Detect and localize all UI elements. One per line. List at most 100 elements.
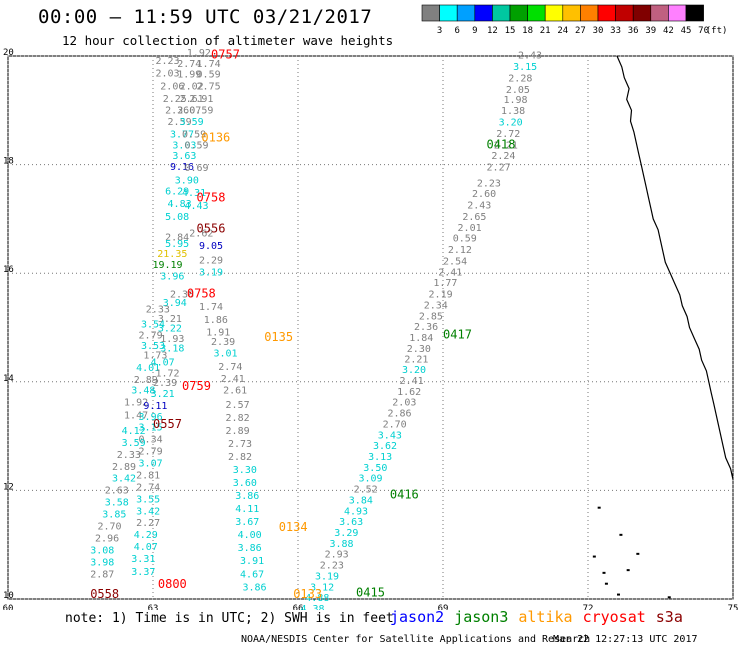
wave-height-value: 3.22 (158, 323, 182, 334)
pass-time-label: 0416 (390, 488, 419, 502)
wave-height-value: 2.29 (199, 255, 223, 266)
wave-height-value: 2.33 (117, 450, 141, 461)
wave-height-value: 4.07 (134, 542, 158, 553)
y-tick-label: 20 (3, 48, 14, 58)
color-scale-legend: 3 6 9 12 15 18 21 24 27 30 33 36 39 42 45 70(ft) (421, 4, 728, 36)
wave-height-value: 4.00 (238, 530, 262, 541)
y-tick-label: 16 (3, 265, 14, 275)
wave-height-value: 0.59 (453, 234, 477, 245)
wave-height-value: 2.03 (392, 398, 416, 409)
wave-height-value: 2.93 (325, 550, 349, 561)
wave-height-value: 2.43 (518, 51, 542, 62)
wave-height-value: 1.92 (187, 48, 211, 59)
satellite-legend-item: cryosat (582, 608, 646, 626)
wave-height-value: 1.84 (409, 333, 433, 344)
wave-height-value: 3.85 (102, 510, 126, 521)
legend-tick-label: 6 (454, 26, 459, 36)
wave-height-value: 3.29 (334, 528, 358, 539)
legend-tick-label: 12 (487, 26, 498, 36)
pass-time-label: 0415 (356, 585, 385, 599)
wave-height-value: 19.19 (152, 260, 182, 271)
legend-tick-label: 3 (437, 26, 442, 36)
pass-time-label: 0759 (182, 379, 211, 393)
wave-height-value: 4.43 (184, 201, 208, 212)
wave-height-value: 2.70 (383, 419, 407, 430)
map-frame (7, 55, 734, 600)
wave-height-value: 2.41 (438, 267, 462, 278)
legend-tick-label: 15 (505, 26, 516, 36)
wave-height-value: 4.29 (134, 530, 158, 541)
footer-credit: NOAA/NESDIS Center for Satellite Applica… (241, 634, 591, 645)
island (602, 571, 606, 574)
wave-height-value: 2.21 (404, 354, 428, 365)
wave-height-value: 2.30 (407, 344, 431, 355)
wave-height-value: 2.34 (424, 300, 448, 311)
legend-tick-label: 39 (645, 26, 656, 36)
island (667, 596, 671, 599)
wave-height-value: 2.74 (218, 362, 242, 373)
wave-height-value: 3.53 (141, 341, 165, 352)
wave-height-value: 2.41 (400, 376, 424, 387)
wave-height-value: 2.74 (136, 482, 160, 493)
wave-height-value: 2.33 (146, 304, 170, 315)
wave-height-value: 2.82 (228, 452, 252, 463)
wave-height-value: 2.25 (163, 94, 187, 105)
wave-height-value: 9.05 (199, 241, 223, 252)
wave-height-value: 2.87 (90, 569, 114, 580)
wave-height-value: 1.98 (503, 95, 527, 106)
wave-height-value: 3.15 (139, 423, 163, 434)
pass-time-label: 0418 (487, 137, 516, 151)
wave-height-value: 3.58 (105, 498, 129, 509)
wave-height-value: 2.89 (134, 375, 158, 386)
wave-height-value: 3.60 (233, 478, 257, 489)
wave-height-value: 4.38 (300, 604, 324, 610)
x-tick-label: 75 (728, 604, 739, 610)
wave-height-value: 2.91 (189, 94, 213, 105)
x-tick-label: 72 (583, 604, 594, 610)
pass-time-label: 0136 (201, 130, 230, 144)
wave-height-value: 3.19 (315, 571, 339, 582)
wave-height-value: 2.05 (506, 85, 530, 96)
wave-height-value: 1.99 (177, 70, 201, 81)
wave-height-value: 9.11 (143, 401, 167, 412)
wave-height-value: 2.84 (165, 233, 189, 244)
wave-height-value: 2.19 (429, 290, 453, 301)
x-tick-label: 66 (293, 604, 304, 610)
wave-height-value: 3.30 (233, 465, 257, 476)
legend-tick-label: 18 (522, 26, 533, 36)
satellite-legend-item: s3a (655, 608, 683, 626)
wave-height-value: 3.15 (513, 62, 537, 73)
pass-time-label: 0800 (158, 577, 187, 591)
wave-height-value: 3.96 (160, 272, 184, 283)
island (597, 506, 601, 509)
legend-tick-label: 9 (472, 26, 477, 36)
wave-height-value: 1.47 (124, 411, 148, 422)
wave-height-value: 0.59 (189, 106, 213, 117)
wave-height-value: 2.23 (320, 561, 344, 572)
wave-height-value: 2.54 (443, 257, 467, 268)
wave-height-value: 1.92 (124, 398, 148, 409)
wave-height-value: 9.16 (170, 162, 194, 173)
satellite-legend-item: jason3 (454, 608, 509, 626)
island (626, 569, 630, 572)
wave-height-value: 4.93 (344, 506, 368, 517)
wave-height-value: 3.37 (131, 567, 155, 578)
wave-height-value: 2.06 (160, 82, 184, 93)
wave-height-value: 3.90 (175, 176, 199, 187)
wave-height-value: 2.81 (136, 470, 160, 481)
pass-time-label: 0134 (279, 520, 308, 534)
wave-height-value: 2.38 (170, 290, 194, 301)
wave-height-value: 2.73 (228, 439, 252, 450)
wave-height-value: 2.61 (223, 386, 247, 397)
pass-time-label: 0557 (153, 417, 182, 431)
legend-unit: (ft) (706, 26, 728, 36)
wave-height-value: 3.54 (141, 320, 165, 331)
wave-height-value: 3.96 (139, 412, 163, 423)
wave-height-value: 0.59 (184, 140, 208, 151)
wave-height-value: 1.72 (155, 368, 179, 379)
wave-height-value: 4.31 (182, 188, 206, 199)
wave-height-value: 3.77 (170, 129, 194, 140)
wave-height-value: 2.60 (472, 189, 496, 200)
footnote: note: 1) Time is in UTC; 2) SWH is in fe… (65, 611, 394, 626)
